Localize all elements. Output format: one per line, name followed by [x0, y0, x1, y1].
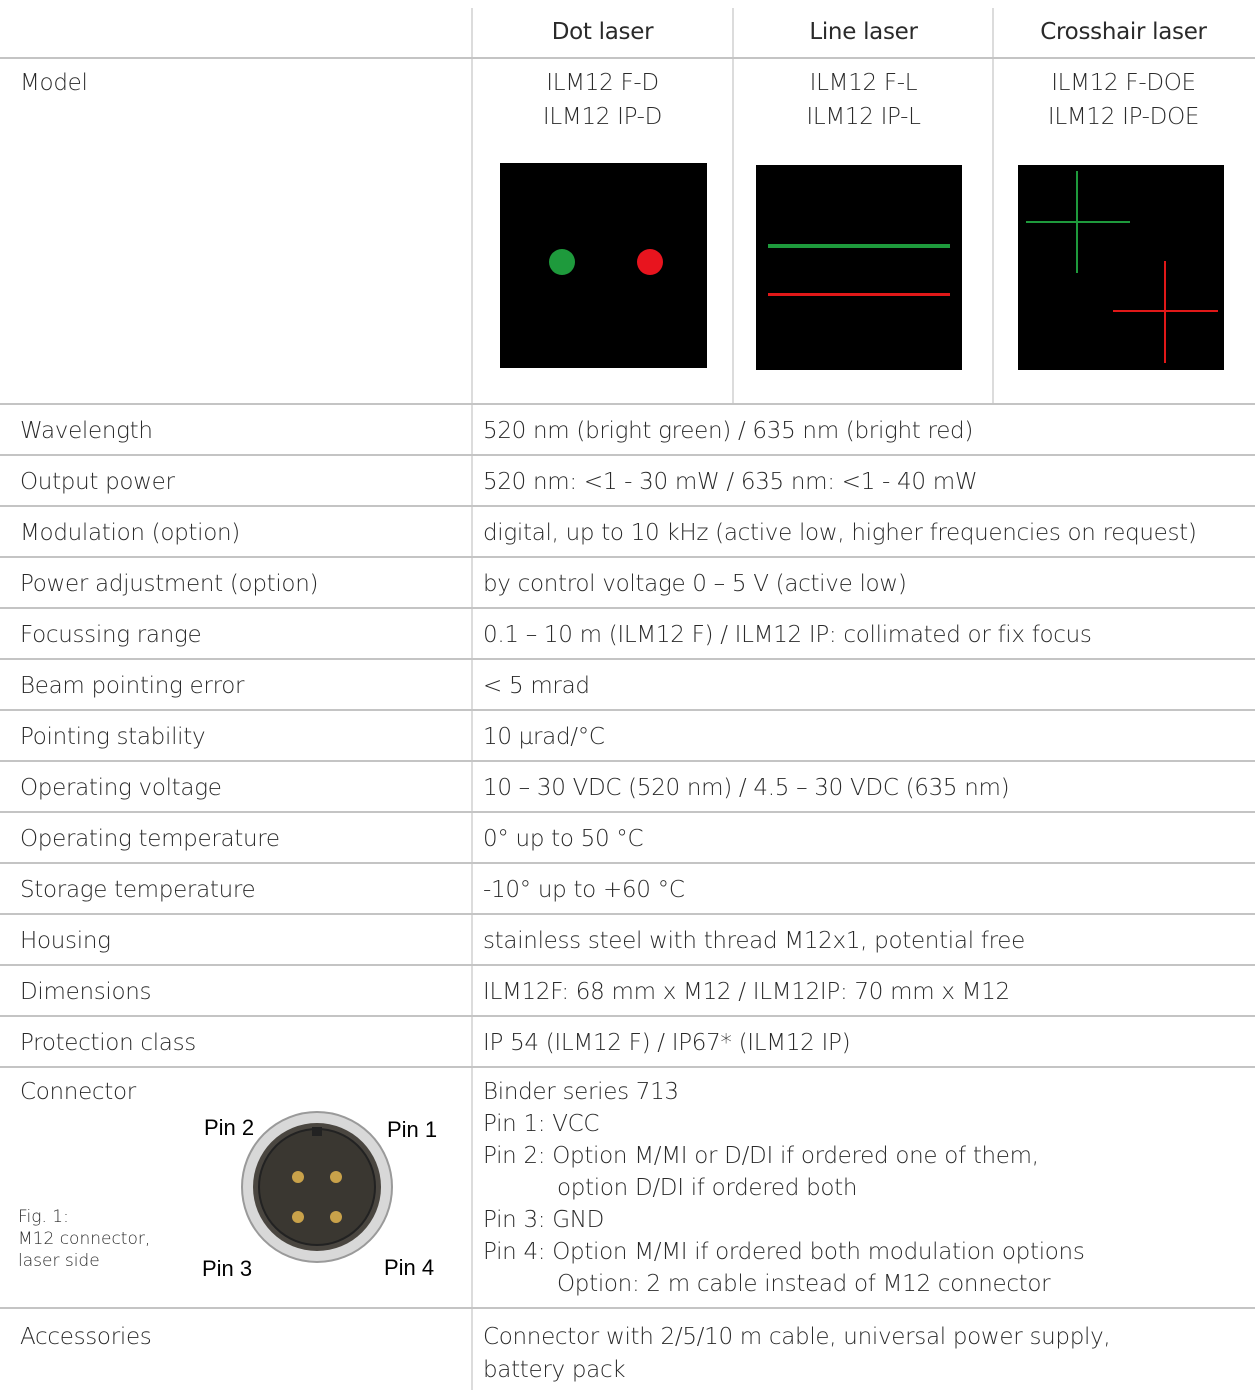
line-laser-image	[756, 165, 962, 370]
row-divider	[0, 709, 1255, 711]
column-divider	[471, 8, 473, 1390]
column-header: Dot laser	[551, 19, 654, 45]
row-label: Housing	[20, 928, 111, 954]
row-divider	[0, 454, 1255, 456]
model-name: ILM12 IP-L	[806, 104, 921, 130]
row-label: Output power	[20, 469, 175, 495]
model-name: ILM12 F-L	[809, 70, 918, 96]
connector-line: Binder series 713	[483, 1079, 679, 1105]
row-value: ILM12F: 68 mm x M12 / ILM12IP: 70 mm x M…	[483, 979, 1010, 1005]
row-value: 0° up to 50 °C	[483, 826, 644, 852]
row-label: Beam pointing error	[20, 673, 245, 699]
row-label: Operating temperature	[20, 826, 280, 852]
model-name: ILM12 IP-DOE	[1047, 104, 1200, 130]
connector-line: Pin 1: VCC	[483, 1111, 600, 1137]
pin-label: Pin 2	[204, 1115, 255, 1140]
row-divider	[0, 658, 1255, 660]
row-divider	[0, 964, 1255, 966]
pin-label: Pin 4	[384, 1255, 435, 1280]
row-value: 520 nm: <1 - 30 mW / 635 nm: <1 - 40 mW	[483, 469, 978, 495]
row-divider	[0, 913, 1255, 915]
accessories-line: Connector with 2/5/10 m cable, universal…	[483, 1324, 1111, 1350]
accessories-line: battery pack	[483, 1357, 626, 1383]
column-header: Crosshair laser	[1040, 19, 1207, 45]
pin-label: Pin 1	[387, 1117, 438, 1142]
row-divider	[0, 1066, 1255, 1068]
column-divider	[732, 8, 734, 404]
row-divider	[0, 403, 1255, 405]
row-label: Focussing range	[20, 622, 202, 648]
connector-line: Option: 2 m cable instead of M12 connect…	[557, 1271, 1051, 1297]
row-value: 0.1 – 10 m (ILM12 F) / ILM12 IP: collima…	[483, 622, 1092, 648]
figure-caption: M12 connector,	[18, 1229, 151, 1249]
row-label: Operating voltage	[20, 775, 222, 801]
column-divider	[992, 8, 994, 404]
row-divider	[0, 57, 1255, 59]
row-divider	[0, 556, 1255, 558]
row-label: Storage temperature	[20, 877, 256, 903]
figure-caption: Fig. 1:	[18, 1207, 69, 1227]
row-label: Power adjustment (option)	[20, 571, 319, 597]
row-label: Model	[20, 70, 88, 96]
row-value: digital, up to 10 kHz (active low, highe…	[483, 520, 1197, 546]
row-divider	[0, 811, 1255, 813]
crosshair-laser-image	[1018, 165, 1224, 370]
row-label: Accessories	[20, 1324, 152, 1350]
model-name: ILM12 F-D	[546, 70, 659, 96]
row-divider	[0, 1307, 1255, 1309]
model-name: ILM12 IP-D	[542, 104, 663, 130]
row-value: by control voltage 0 – 5 V (active low)	[483, 571, 907, 597]
row-value: stainless steel with thread M12x1, poten…	[483, 928, 1025, 954]
pin-label: Pin 3	[202, 1256, 253, 1281]
row-label: Protection class	[20, 1030, 196, 1056]
row-value: 10 µrad/°C	[483, 724, 605, 750]
connector-line: Pin 4: Option M/MI if ordered both modul…	[483, 1239, 1085, 1265]
row-value: IP 54 (ILM12 F) / IP67* (ILM12 IP)	[483, 1030, 851, 1056]
row-value: 10 – 30 VDC (520 nm) / 4.5 – 30 VDC (635…	[483, 775, 1010, 801]
row-divider	[0, 607, 1255, 609]
row-label: Modulation (option)	[20, 520, 240, 546]
row-label: Wavelength	[20, 418, 153, 444]
row-label: Dimensions	[20, 979, 152, 1005]
row-divider	[0, 760, 1255, 762]
row-divider	[0, 862, 1255, 864]
connector-line: option D/DI if ordered both	[557, 1175, 858, 1201]
connector-line: Pin 3: GND	[483, 1207, 605, 1233]
row-divider	[0, 1015, 1255, 1017]
row-value: 520 nm (bright green) / 635 nm (bright r…	[483, 418, 974, 444]
row-label: Connector	[20, 1079, 136, 1105]
column-header: Line laser	[809, 19, 918, 45]
row-value: -10° up to +60 °C	[483, 877, 685, 903]
row-value: < 5 mrad	[483, 673, 590, 699]
row-label: Pointing stability	[20, 724, 206, 750]
model-name: ILM12 F-DOE	[1051, 70, 1196, 96]
row-divider	[0, 505, 1255, 507]
figure-caption: laser side	[18, 1251, 100, 1271]
connector-image	[241, 1111, 393, 1263]
connector-line: Pin 2: Option M/MI or D/DI if ordered on…	[483, 1143, 1039, 1169]
dot-laser-image	[500, 163, 707, 368]
